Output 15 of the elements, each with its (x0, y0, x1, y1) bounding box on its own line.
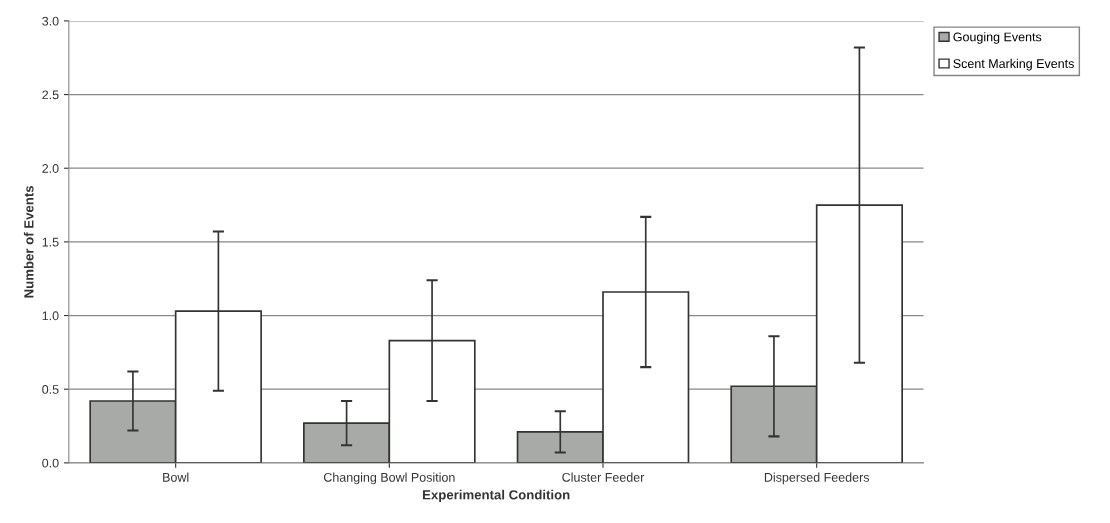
x-tick-label: Bowl (163, 472, 189, 482)
y-tick-label: 1.0 (42, 311, 59, 321)
y-tick-label: 0.0 (42, 458, 59, 468)
legend-label: Scent Marking Events (953, 58, 1074, 71)
y-tick-label: 3.0 (42, 16, 59, 26)
x-axis-title: Experimental Condition (423, 489, 570, 503)
y-tick-label: 2.0 (42, 164, 59, 173)
x-tick-label: Cluster Feeder (562, 472, 645, 482)
x-tick-label: Dispersed Feeders (764, 472, 870, 485)
y-axis-title: Number of Events (23, 185, 34, 298)
y-tick-label: 1.5 (42, 237, 59, 247)
x-tick-label: Changing Bowl Position (323, 472, 455, 485)
y-tick-label: 2.5 (42, 90, 59, 100)
legend-label: Gouging Events (953, 32, 1042, 44)
y-tick-label: 0.5 (42, 385, 59, 394)
